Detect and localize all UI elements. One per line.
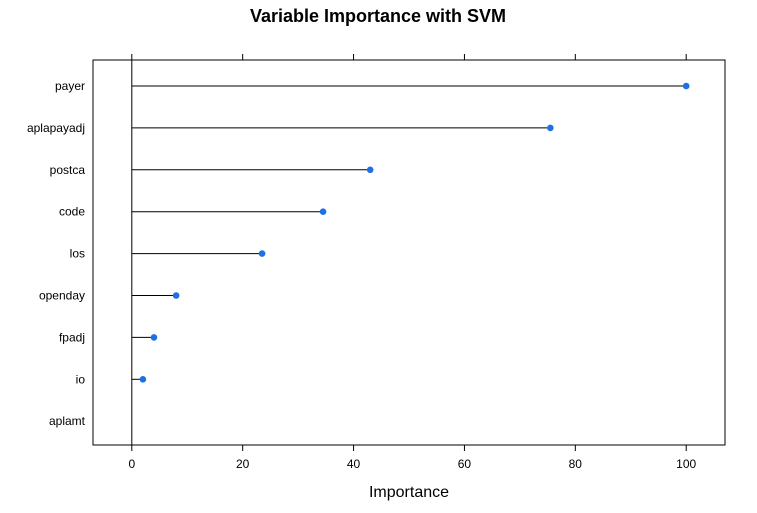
category-label-fpadj: fpadj (59, 330, 85, 344)
category-label-aplapayadj: aplapayadj (27, 121, 85, 135)
axis-ticks: 0 20 40 60 80 100 (128, 54, 697, 471)
category-labels: payer aplapayadj postca code los openday fpadj… (27, 79, 86, 428)
category-label-payer: payer (55, 79, 85, 93)
point-postca (366, 166, 374, 174)
point-payer (682, 82, 690, 90)
chart-title: Variable Importance with SVM (250, 6, 506, 26)
x-axis-label: Importance (369, 484, 449, 501)
x-tick-label-5: 100 (676, 457, 696, 471)
point-fpadj (150, 334, 158, 341)
category-label-los: los (70, 247, 85, 261)
category-label-code: code (59, 205, 85, 219)
x-tick-label-1: 20 (236, 457, 250, 471)
x-tick-label-0: 0 (128, 457, 135, 471)
point-code (319, 208, 327, 215)
x-tick-label-3: 60 (458, 457, 472, 471)
category-label-openday: openday (39, 289, 85, 303)
category-label-postca: postca (50, 163, 86, 177)
category-label-io: io (76, 372, 86, 386)
x-tick-label-2: 40 (347, 457, 361, 471)
x-tick-label-4: 80 (569, 457, 583, 471)
point-los (258, 250, 266, 257)
point-aplapayadj (547, 124, 554, 132)
plot-frame (92, 59, 726, 446)
category-label-aplamt: aplamt (49, 414, 86, 428)
point-io (139, 376, 147, 383)
data-marks (131, 82, 690, 383)
point-openday (172, 292, 180, 299)
